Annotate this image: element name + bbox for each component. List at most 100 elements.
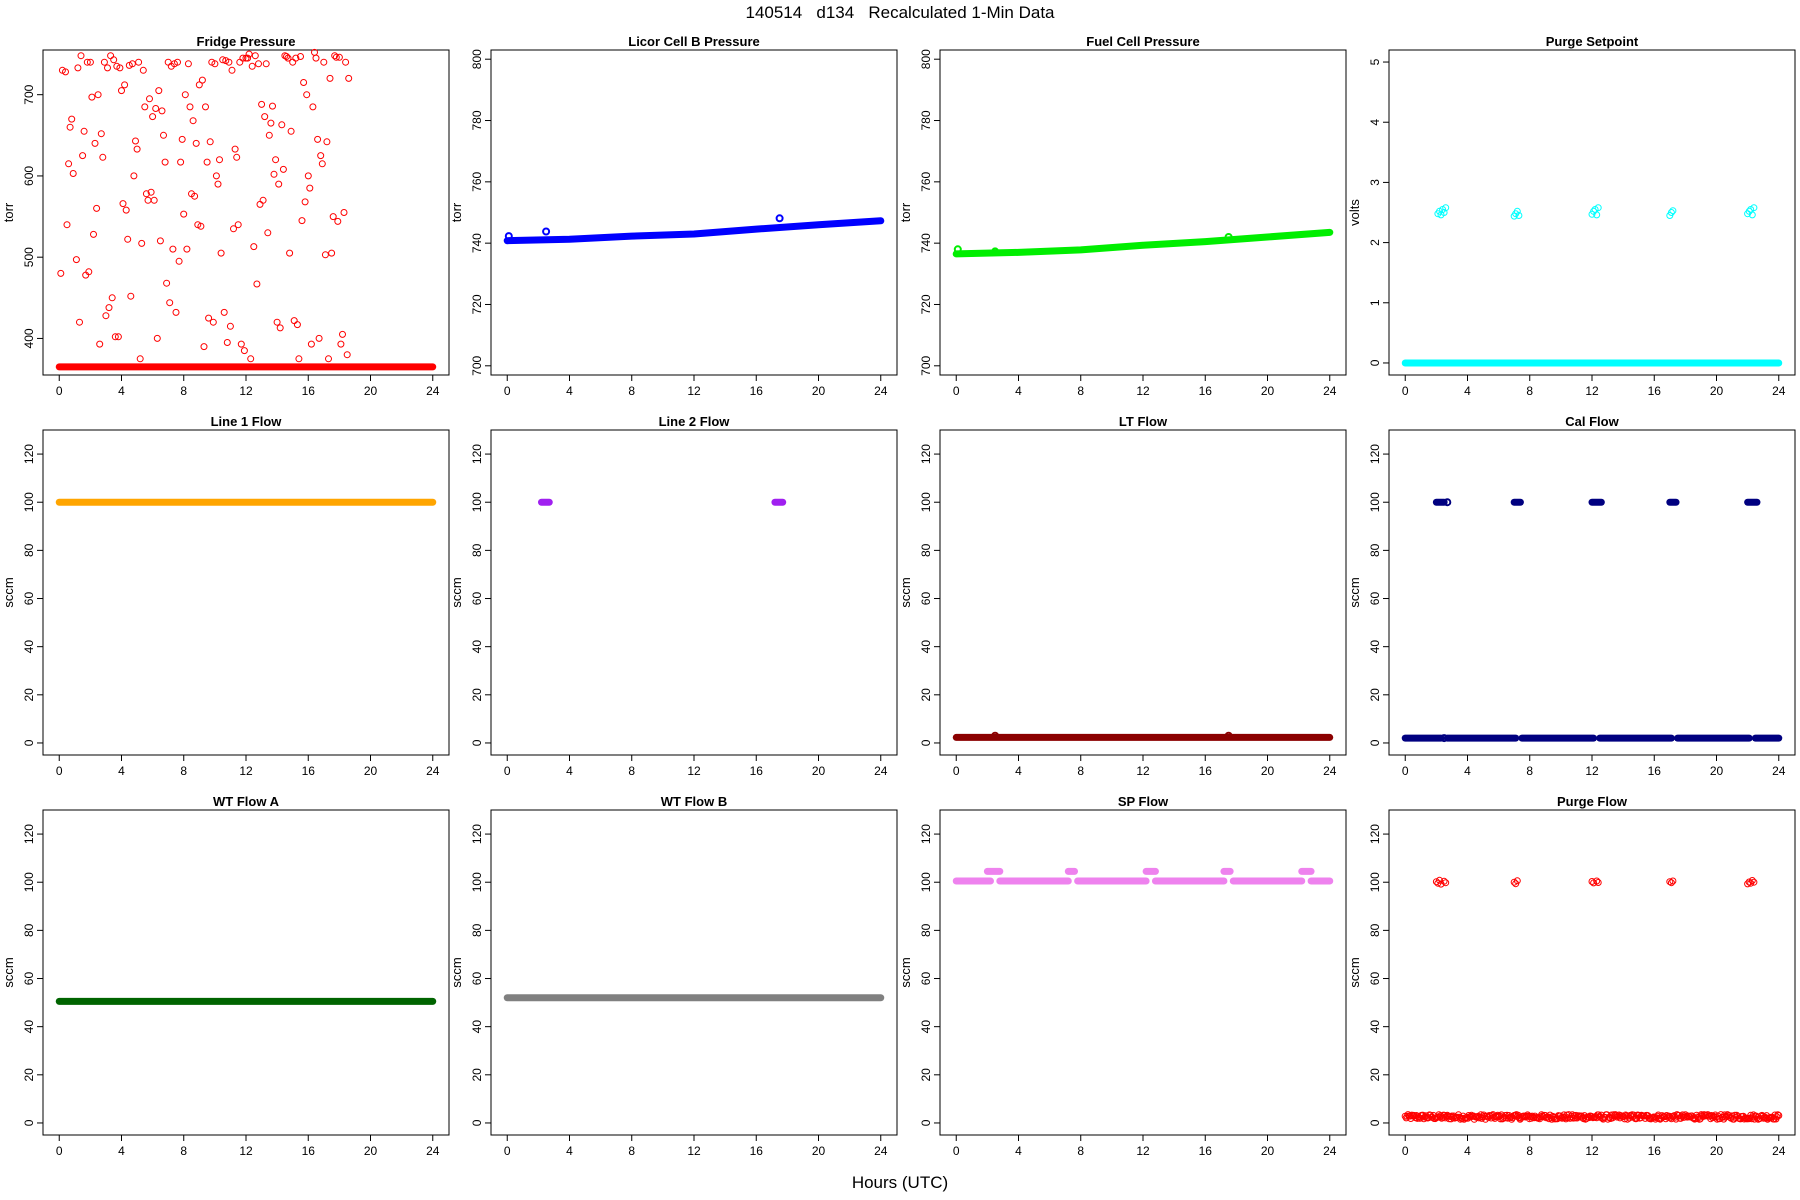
data-point [339, 330, 346, 338]
x-tick-label: 4 [118, 1144, 125, 1158]
y-tick-label: 0 [470, 1119, 484, 1126]
data-point [118, 87, 125, 95]
y-tick-label: 40 [22, 640, 36, 654]
data-point [212, 172, 220, 180]
data-point [83, 58, 91, 66]
data-point [265, 131, 273, 139]
y-tick-label: 800 [470, 49, 484, 69]
y-axis-label: sccm [449, 577, 464, 607]
data-point [62, 68, 69, 76]
data-point [318, 160, 326, 168]
x-tick-label: 0 [56, 384, 63, 398]
data-point [256, 200, 264, 208]
y-tick-label: 100 [470, 492, 484, 512]
plot-frame [1388, 429, 1796, 756]
plot-frame [490, 49, 898, 376]
data-point [234, 221, 242, 229]
x-tick-label: 20 [812, 384, 826, 398]
y-tick-label: 760 [919, 172, 933, 192]
x-tick-label: 16 [1648, 384, 1662, 398]
data-point [1224, 731, 1233, 740]
data-point [1750, 204, 1758, 212]
y-tick-label: 2 [1368, 239, 1382, 246]
data-marks [1401, 498, 1783, 743]
x-tick-label: 0 [1402, 1144, 1409, 1158]
y-tick-label: 40 [22, 1020, 36, 1034]
panel-title: Purge Flow [1557, 794, 1628, 809]
data-point [152, 105, 160, 112]
data-point [314, 135, 322, 143]
data-point [300, 79, 308, 86]
panel-2: Licor Cell B Pressure torr 700 720 740 760 780… [449, 34, 898, 398]
data-point [259, 196, 267, 204]
data-point [253, 280, 261, 288]
data-point [130, 172, 138, 180]
y-tick-label: 20 [470, 688, 484, 702]
data-marks [952, 867, 1334, 885]
panel-title: Licor Cell B Pressure [628, 34, 760, 49]
x-tick-label: 4 [1015, 1144, 1022, 1158]
data-point [953, 245, 962, 254]
x-tick-label: 8 [628, 1144, 635, 1158]
y-tick-label: 60 [470, 592, 484, 606]
x-tick-label: 0 [56, 764, 63, 778]
panel-5: Line 1 Flow sccm 0 20 40 60 80 100 120 0 4 8 12 16 20 2… [1, 414, 450, 778]
data-point [248, 62, 256, 70]
panel-title: LT Flow [1119, 414, 1168, 429]
data-point [76, 318, 83, 326]
x-tick-label: 16 [750, 384, 764, 398]
y-tick-label: 500 [22, 247, 36, 267]
y-tick-label: 0 [919, 739, 933, 746]
y-axis-label: sccm [898, 577, 913, 607]
x-tick-label: 12 [1136, 764, 1150, 778]
y-tick-label: 120 [1368, 444, 1382, 464]
data-point [1442, 204, 1450, 212]
y-tick-label: 700 [470, 355, 484, 375]
y-tick-label: 20 [470, 1068, 484, 1082]
data-point [149, 113, 157, 121]
data-point [85, 268, 93, 276]
data-point [96, 340, 104, 348]
y-tick-label: 20 [1368, 688, 1382, 702]
data-point [247, 355, 255, 363]
data-point [329, 213, 337, 221]
x-tick-label: 24 [426, 764, 440, 778]
data-point [191, 192, 199, 200]
y-tick-label: 60 [1368, 972, 1382, 986]
y-tick-label: 80 [919, 923, 933, 937]
data-point [303, 91, 311, 99]
x-tick-label: 4 [1015, 764, 1022, 778]
data-point [1594, 879, 1602, 886]
data-point [97, 130, 105, 138]
data-point [1593, 211, 1601, 219]
data-band [952, 228, 1334, 258]
data-point [1771, 1111, 1779, 1119]
y-tick-label: 60 [470, 972, 484, 986]
x-tick-label: 20 [812, 1144, 826, 1158]
data-point [258, 100, 266, 108]
data-point [321, 251, 329, 259]
data-point [250, 243, 258, 251]
plot-frame [490, 809, 898, 1136]
data-point [306, 184, 314, 192]
data-point [57, 269, 65, 277]
data-point [80, 127, 88, 135]
data-point [192, 139, 200, 147]
data-point [315, 334, 323, 342]
plot-frame [1388, 809, 1796, 1136]
data-point [267, 119, 275, 127]
y-tick-label: 1 [1368, 299, 1382, 306]
panel-title: Line 2 Flow [659, 414, 731, 429]
data-point [186, 103, 194, 111]
x-tick-label: 4 [566, 384, 573, 398]
data-point [105, 304, 113, 312]
data-point [290, 317, 298, 325]
data-point [219, 56, 227, 64]
data-point [262, 60, 270, 68]
data-point [132, 137, 139, 145]
data-point [1594, 204, 1602, 212]
data-point [289, 58, 297, 66]
data-point [161, 158, 169, 166]
data-point [1436, 876, 1443, 884]
y-tick-label: 0 [1368, 1119, 1382, 1126]
